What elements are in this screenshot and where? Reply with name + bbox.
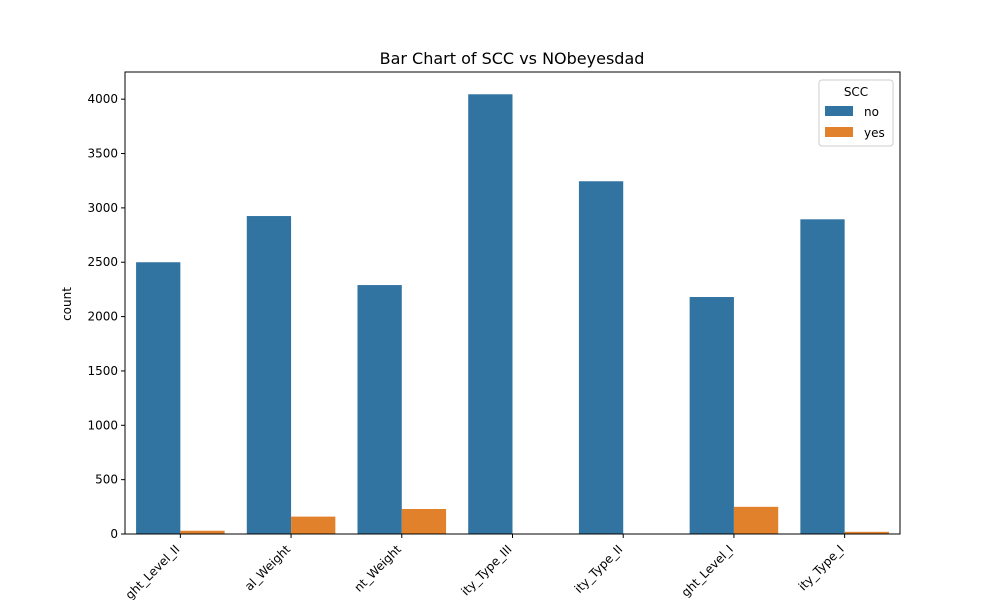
bar-no-1 [247, 216, 291, 534]
bar-no-6 [800, 219, 844, 534]
y-tick-label-7: 3500 [87, 147, 118, 161]
bar-no-3 [468, 94, 512, 534]
y-tick-label-0: 0 [110, 527, 118, 541]
legend-title: SCC [844, 85, 868, 99]
y-tick-label-3: 1500 [87, 364, 118, 378]
y-tick-label-6: 3000 [87, 201, 118, 215]
y-tick-label-8: 4000 [87, 92, 118, 106]
y-tick-label-5: 2500 [87, 255, 118, 269]
chart-title: Bar Chart of SCC vs NObeyesdad [380, 49, 645, 68]
x-tick-label-6: ity_Type_I [796, 542, 847, 593]
legend-swatch-yes [825, 127, 853, 137]
legend-label-no: no [864, 105, 879, 119]
bar-yes-2 [402, 509, 446, 534]
x-tick-label-0: ght_Level_II [123, 542, 183, 600]
x-tick-label-5: ght_Level_I [679, 542, 736, 599]
bar-yes-5 [734, 507, 778, 534]
bar-no-2 [358, 285, 402, 534]
legend-label-yes: yes [864, 126, 885, 140]
y-tick-label-4: 2000 [87, 310, 118, 324]
x-axis: ght_Level_II al_Weight nt_Weight ity_Type_I… [123, 534, 847, 600]
bar-no-5 [690, 297, 734, 534]
bar-no-4 [579, 181, 623, 534]
bar-no-0 [136, 262, 180, 534]
y-tick-label-2: 1000 [87, 418, 118, 432]
x-tick-label-1: al_Weight [242, 542, 293, 593]
y-tick-label-1: 500 [95, 473, 118, 487]
legend-swatch-no [825, 106, 853, 116]
y-axis-label: count [60, 287, 74, 321]
bar-yes-1 [291, 517, 335, 534]
y-axis: 0 500 1000 1500 2000 2500 3000 3500 4000 [87, 92, 125, 541]
x-tick-label-4: ity_Type_II [572, 542, 626, 596]
bars-layer [136, 94, 889, 534]
legend: SCC no yes [819, 80, 893, 146]
x-tick-label-3: ity_Type_III [459, 542, 515, 598]
x-tick-label-2: nt_Weight [351, 542, 404, 595]
